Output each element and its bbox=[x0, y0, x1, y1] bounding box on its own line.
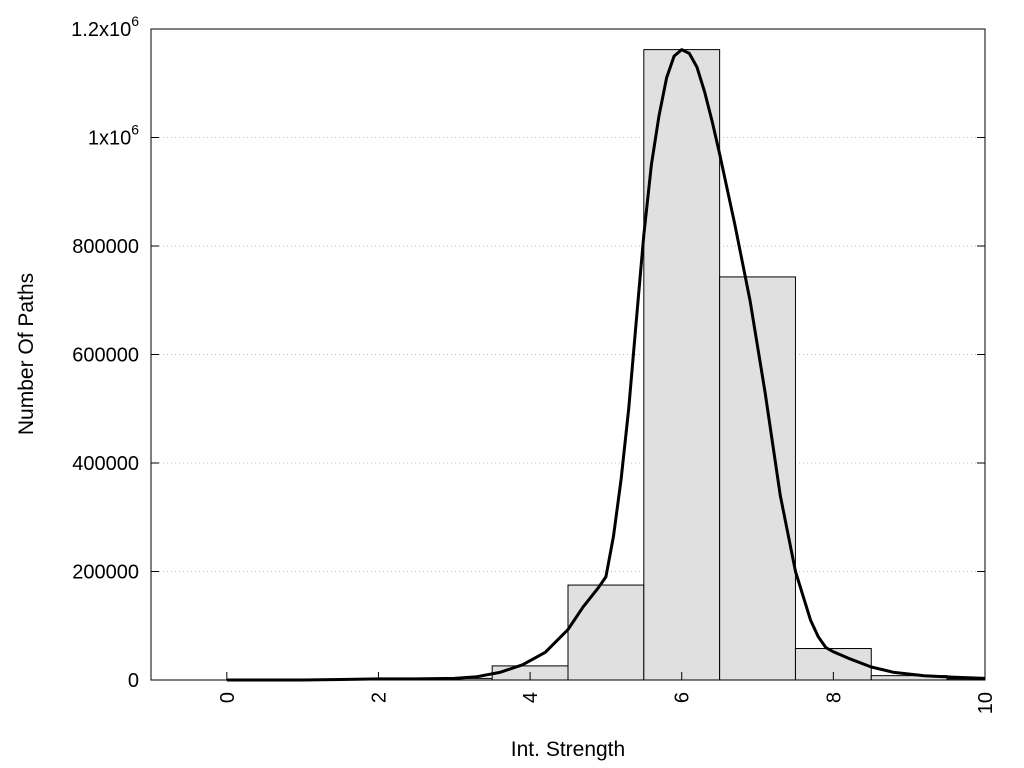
x-tick-label: 6 bbox=[672, 692, 694, 703]
y-tick-label: 1x106 bbox=[88, 122, 139, 150]
histogram-bar bbox=[643, 49, 721, 681]
x-tick-label: 8 bbox=[823, 692, 845, 703]
x-tick-label: 4 bbox=[520, 692, 542, 703]
gridlines bbox=[151, 137, 985, 572]
histogram-bars bbox=[340, 49, 986, 681]
y-tick-label-text: 200000 bbox=[72, 562, 139, 584]
y-tick-label-text: 1x10 bbox=[88, 128, 131, 150]
y-tick-label-text: 800000 bbox=[72, 236, 139, 258]
y-tick-label-exponent: 6 bbox=[131, 13, 139, 29]
axis-ticks bbox=[151, 28, 986, 681]
y-tick-label: 400000 bbox=[72, 453, 139, 475]
fit-curve bbox=[226, 48, 986, 682]
y-tick-label-text: 0 bbox=[128, 670, 139, 692]
y-axis-title: Number Of Paths bbox=[15, 273, 38, 435]
x-axis-title: Int. Strength bbox=[511, 738, 625, 761]
y-tick-label-text: 400000 bbox=[72, 453, 139, 475]
histogram-bar bbox=[567, 584, 645, 681]
y-tick-label: 200000 bbox=[72, 562, 139, 584]
x-tick-label: 2 bbox=[368, 692, 390, 703]
x-tick-label: 10 bbox=[975, 692, 997, 714]
y-tick-label-text: 1.2x10 bbox=[71, 19, 131, 41]
x-tick-labels: 0 2 4 6 8 10 bbox=[217, 692, 997, 714]
y-tick-label: 0 bbox=[128, 670, 139, 692]
y-tick-label-text: 600000 bbox=[72, 345, 139, 367]
y-tick-label: 1.2x106 bbox=[71, 13, 139, 41]
fit-curve-layer bbox=[226, 48, 986, 682]
x-tick-label: 0 bbox=[217, 692, 239, 703]
y-tick-label: 800000 bbox=[72, 236, 139, 258]
y-tick-label-exponent: 6 bbox=[131, 122, 139, 138]
y-tick-label: 600000 bbox=[72, 345, 139, 367]
